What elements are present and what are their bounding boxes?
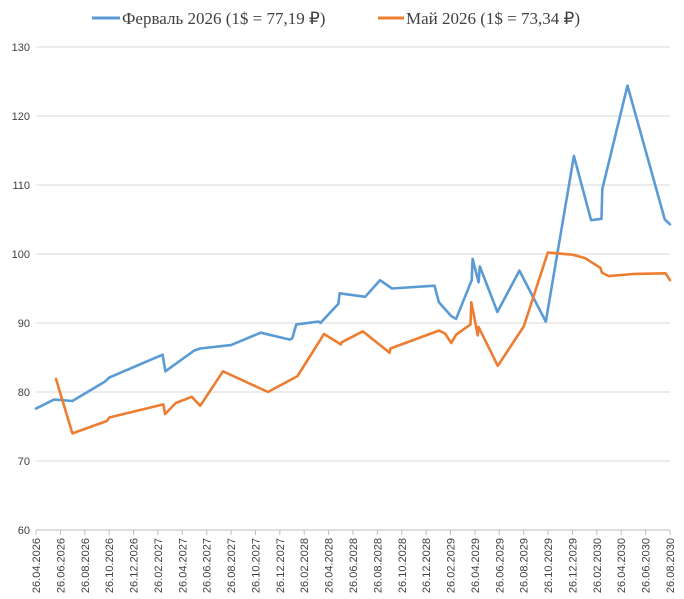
y-tick-label: 80 [18, 387, 30, 399]
x-axis-ticks: 26.04.2026 26.06.2026 26.08.2026 26.10.2026… [31, 530, 677, 593]
x-tick-label: 26.02.2030 [592, 538, 604, 593]
legend-label-may: Май 2026 (1$ = 73,34 ₽) [406, 9, 580, 28]
x-tick-label: 26.02.2027 [153, 538, 165, 593]
x-tick-label: 26.10.2028 [397, 538, 409, 593]
y-axis-ticks: 60 70 80 90 100 110 120 130 [12, 42, 30, 537]
x-tick-label: 26.10.2029 [543, 538, 555, 593]
x-tick-label: 26.02.2029 [446, 538, 458, 593]
x-tick-label: 26.04.2029 [470, 538, 482, 593]
x-tick-label: 26.12.2028 [421, 538, 433, 593]
x-tick-label: 26.08.2030 [665, 538, 677, 593]
x-tick-label: 26.08.2026 [80, 538, 92, 593]
x-tick-label: 26.08.2027 [226, 538, 238, 593]
y-tick-label: 100 [12, 249, 30, 261]
y-tick-label: 130 [12, 42, 30, 54]
series-lines [34, 84, 672, 435]
x-tick-label: 26.08.2029 [519, 538, 531, 593]
x-tick-label: 26.06.2029 [494, 538, 506, 593]
y-tick-label: 70 [18, 456, 30, 468]
x-tick-label: 26.02.2028 [299, 538, 311, 593]
x-tick-label: 26.06.2030 [641, 538, 653, 593]
chart-legend: Ферваль 2026 (1$ = 77,19 ₽) Май 2026 (1$… [92, 9, 580, 28]
x-tick-label: 26.06.2027 [202, 538, 214, 593]
y-tick-label: 110 [12, 180, 30, 192]
x-tick-label: 26.04.2026 [31, 538, 43, 593]
legend-label-ferval: Ферваль 2026 (1$ = 77,19 ₽) [122, 9, 325, 28]
gridlines [36, 46, 670, 531]
x-tick-label: 26.12.2029 [567, 538, 579, 593]
x-tick-label: 26.12.2026 [129, 538, 141, 593]
x-tick-label: 26.08.2028 [372, 538, 384, 593]
x-tick-label: 26.04.2030 [616, 538, 628, 593]
x-tick-label: 26.06.2028 [348, 538, 360, 593]
x-tick-label: 26.10.2026 [104, 538, 116, 593]
x-tick-label: 26.12.2027 [275, 538, 287, 593]
x-tick-label: 26.06.2026 [55, 538, 67, 593]
x-tick-label: 26.10.2027 [250, 538, 262, 593]
series-line-1 [54, 251, 672, 435]
y-tick-label: 90 [18, 318, 30, 330]
y-tick-label: 120 [12, 111, 30, 123]
x-tick-label: 26.04.2027 [177, 538, 189, 593]
series-line-0 [34, 84, 672, 410]
x-tick-label: 26.04.2028 [324, 538, 336, 593]
y-tick-label: 60 [18, 525, 30, 537]
